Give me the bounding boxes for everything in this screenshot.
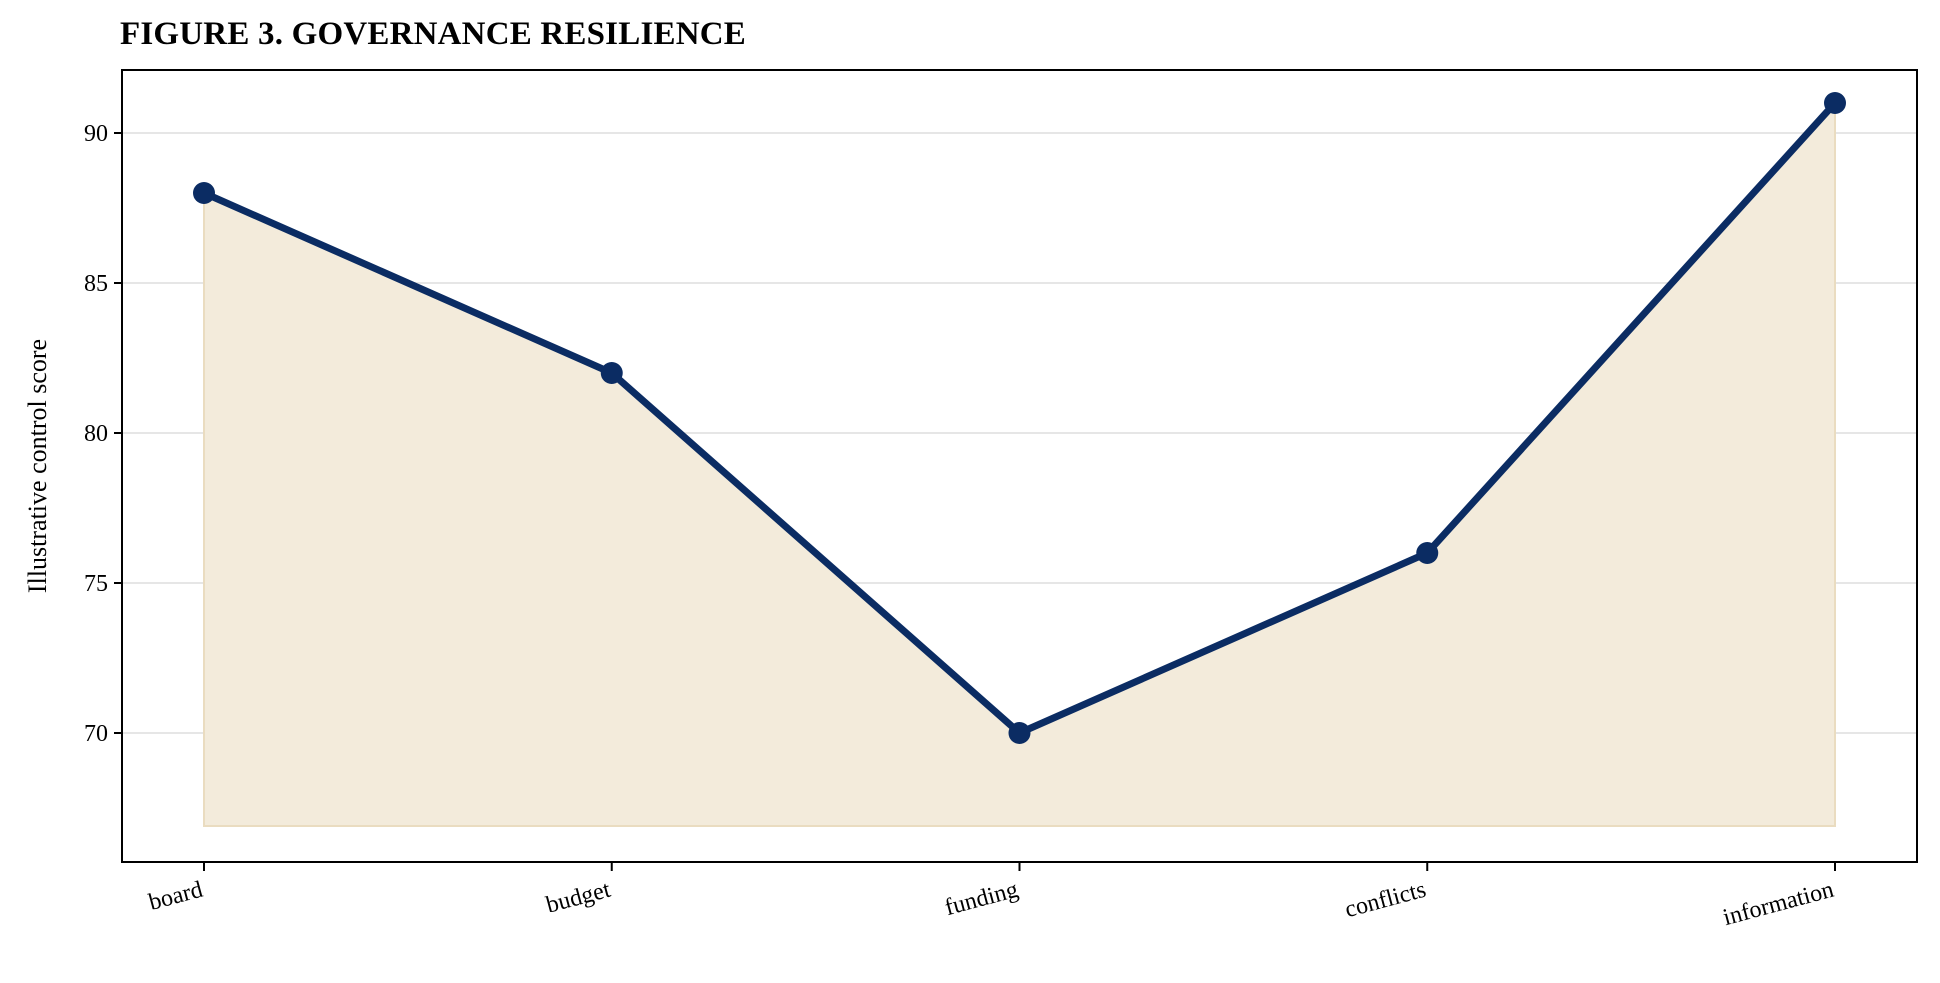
y-tick-label: 70 [84, 721, 108, 747]
data-point-information [1824, 92, 1846, 114]
series-markers [193, 92, 1846, 744]
chart-title: FIGURE 3. GOVERNANCE RESILIENCE [120, 16, 746, 52]
y-tick-label: 80 [84, 421, 108, 447]
y-tick-label: 90 [84, 121, 108, 147]
x-tick-label: funding [942, 877, 1021, 921]
x-tick-label: budget [543, 877, 613, 919]
area-fill [203, 100, 1836, 827]
x-axis-ticks: board budget funding conflicts information [146, 862, 1837, 931]
y-tick-label: 85 [84, 271, 108, 297]
x-tick-label: information [1720, 877, 1836, 931]
area-fill-path [203, 100, 1836, 827]
data-point-conflicts [1416, 542, 1439, 564]
x-tick-label: board [146, 877, 206, 916]
data-point-budget [600, 362, 623, 384]
y-axis-ticks: 70 75 80 85 90 [84, 121, 122, 747]
y-tick-label: 75 [84, 571, 108, 597]
data-point-board [193, 182, 215, 204]
y-axis-label: Illustrative control score [23, 339, 52, 593]
data-point-funding [1008, 722, 1031, 744]
x-tick-label: conflicts [1342, 877, 1429, 924]
